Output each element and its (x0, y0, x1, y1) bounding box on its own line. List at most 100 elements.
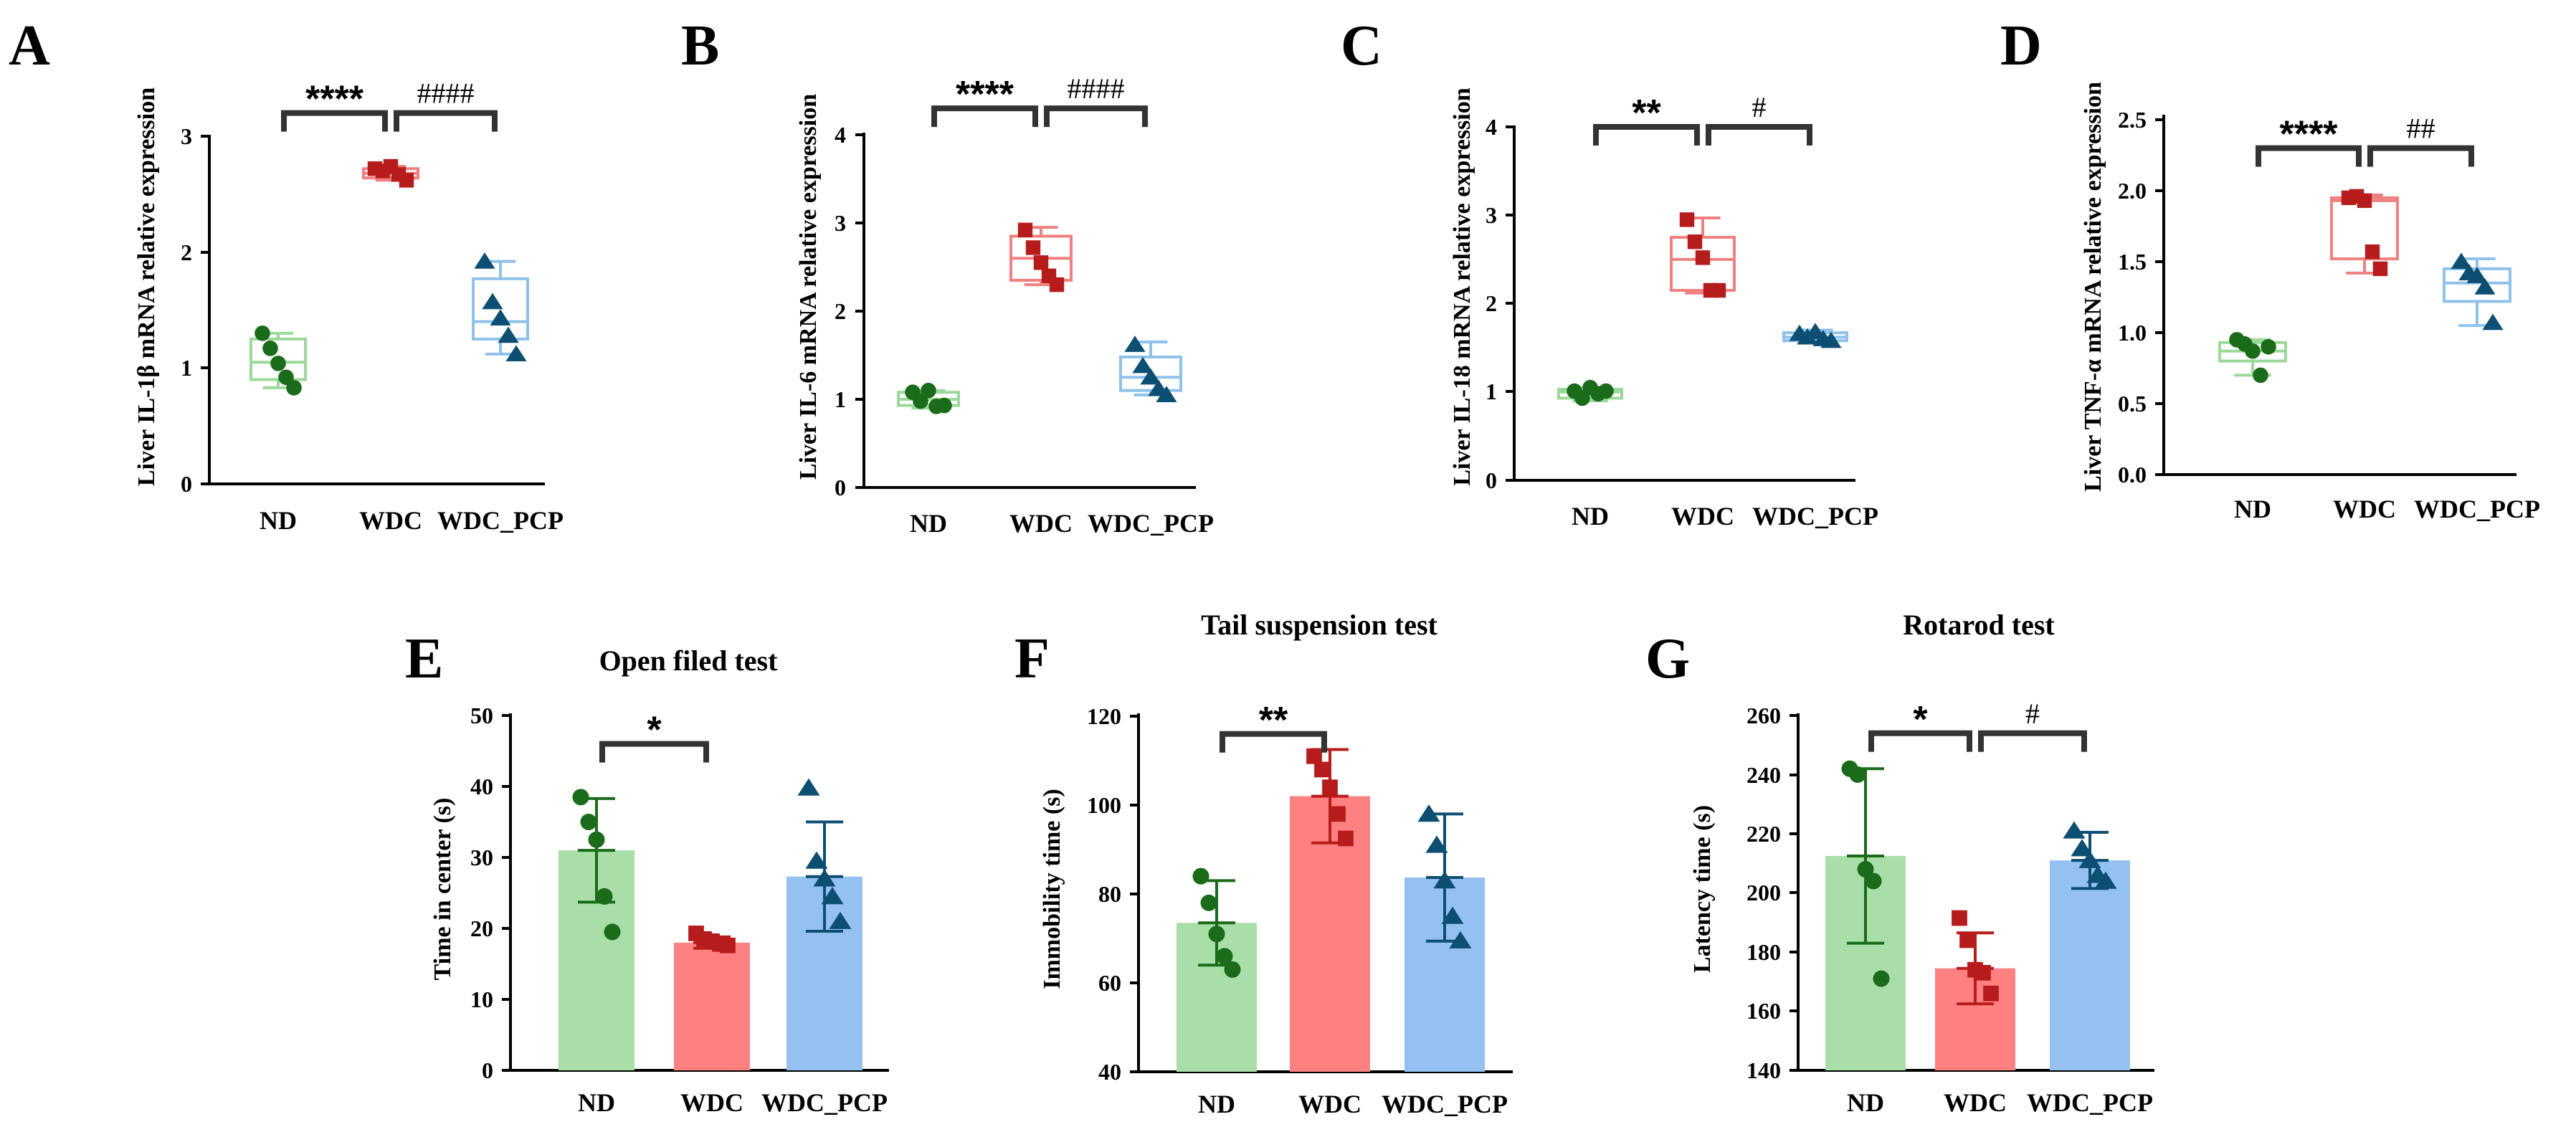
panel-e-yticks: 0 10 20 30 40 50 (470, 703, 510, 1083)
panel-a-ytick-2: 2 (181, 239, 192, 265)
panel-c-sig-label-1: # (1752, 91, 1767, 123)
panel-c-xtick-nd: ND (1572, 502, 1609, 531)
panel-c-point-wdc-4 (1711, 282, 1726, 298)
panel-b-ylabel: Liver IL-6 mRNA relative expression (795, 94, 822, 480)
panel-f-letter: F (1014, 627, 1050, 690)
panel-b-sig-bracket-1 (1044, 105, 1148, 128)
panel-c-ylabel: Liver IL-18 mRNA relative expression (1449, 87, 1475, 485)
panel-d-ytick-4: 2.0 (2118, 178, 2147, 204)
panel-f-point-wdc-pcp-4 (1449, 931, 1472, 948)
panel-b: B Liver IL-6 mRNA relative expression 0 … (681, 14, 1214, 538)
panel-d-xtick-wdc: WDC (2333, 495, 2396, 523)
panel-g-xtick-nd: ND (1847, 1088, 1884, 1117)
panel-d-box-wdc (2330, 196, 2399, 261)
panel-b-xtick-nd: ND (910, 509, 947, 538)
panel-g-ytick-3: 200 (1746, 880, 1781, 905)
panel-d-sig-bracket-1 (2367, 145, 2474, 167)
panel-a-xtick-wdc: WDC (359, 506, 422, 535)
panel-c-xtick-wdc-pcp: WDC_PCP (1752, 502, 1878, 531)
panel-e-sig-bracket-0 (599, 741, 709, 763)
panel-d-xtick-wdc-pcp: WDC_PCP (2414, 495, 2540, 523)
panel-d-point-wdc-pcp-2 (2466, 267, 2488, 283)
panel-b-sig-bracket-0 (931, 105, 1038, 128)
panel-f-ytick-0: 40 (1098, 1059, 1121, 1085)
panel-f-point-wdc-pcp-2 (1433, 871, 1456, 889)
panel-e-point-wdc-pcp-1 (805, 851, 828, 869)
panel-e-letter: E (405, 627, 443, 690)
panel-d-point-wdc-pcp-3 (2474, 278, 2496, 295)
panel-a-point-nd-1 (262, 341, 278, 356)
panel-a-ytick-3: 3 (181, 123, 192, 149)
panel-c-point-wdc-2 (1695, 250, 1711, 265)
panel-a-point-wdc-pcp-0 (474, 252, 495, 269)
panel-e-point-wdc-pcp-2 (813, 869, 836, 887)
panel-e-point-wdc-pcp-3 (821, 887, 844, 905)
panel-g-ylabel: Latency time (s) (1689, 805, 1716, 973)
panel-c-ytick-3: 3 (1486, 202, 1497, 228)
panel-g-xtick-wdc-pcp: WDC_PCP (2027, 1088, 2153, 1117)
panel-d-ytick-2: 1.0 (2118, 320, 2147, 346)
panel-g-point-nd-3 (1865, 872, 1882, 890)
panel-e-ytick-5: 50 (470, 703, 493, 728)
panel-a-point-nd-4 (286, 380, 302, 396)
panel-d-ytick-3: 1.5 (2118, 249, 2147, 275)
panel-b-yticks: 0 1 2 3 4 (835, 122, 864, 500)
panel-d-point-nd-4 (2261, 339, 2276, 355)
panel-b-ytick-2: 2 (835, 298, 846, 324)
panel-a-xtick-nd: ND (260, 506, 297, 535)
panel-g-point-nd-2 (1857, 860, 1874, 878)
panel-g-xtick-wdc: WDC (1944, 1088, 2007, 1117)
panel-b-point-wdc-pcp-2 (1140, 368, 1161, 385)
panel-f-point-wdc-2 (1322, 779, 1338, 796)
panel-g-point-wdc-4 (1983, 985, 1999, 1002)
panel-g-point-wdc-pcp-0 (2063, 821, 2086, 839)
panel-d-point-wdc-pcp-4 (2482, 313, 2504, 330)
panel-c-ytick-1: 1 (1486, 379, 1497, 404)
panel-g-yticks: 140 160 180 200 220 240 260 (1746, 703, 1798, 1083)
panel-a: A Liver IL-1β mRNA relative expression 0… (9, 14, 564, 535)
panel-e-ytick-0: 0 (482, 1057, 493, 1083)
panel-c-yticks: 0 1 2 3 4 (1486, 114, 1514, 493)
panel-b-point-wdc-4 (1049, 277, 1065, 292)
panel-b-marks: **** #### (897, 72, 1182, 414)
panel-c-point-nd-4 (1598, 383, 1614, 399)
panel-g-point-wdc-pcp-2 (2078, 850, 2101, 868)
panel-e-xtick-nd: ND (578, 1088, 615, 1117)
panel-d-point-nd-3 (2253, 367, 2268, 384)
panel-e-point-wdc-pcp-0 (797, 778, 820, 796)
panel-b-point-nd-4 (936, 397, 952, 414)
panel-g-title: Rotarod test (1903, 609, 2055, 641)
panel-e-sig-label-0: * (647, 710, 662, 751)
panel-g: G Rotarod test Latency time (s) 140 160 … (1645, 609, 2154, 1117)
panel-b-point-nd-2 (921, 382, 936, 399)
panel-e-title: Open filed test (599, 645, 779, 677)
panel-c-marks: ** # (1557, 91, 1848, 406)
panel-a-sig-bracket-1 (394, 110, 498, 132)
panel-f-sig-bracket-0 (1220, 731, 1327, 753)
panel-a-sig-label-0: **** (305, 79, 364, 120)
panel-b-point-nd-1 (913, 393, 928, 409)
panel-d-point-wdc-pcp-0 (2451, 252, 2472, 270)
panel-d-xtick-nd: ND (2234, 495, 2271, 523)
panel-c-sig-bracket-1 (1706, 124, 1812, 146)
panel-f-ytick-2: 80 (1098, 881, 1121, 907)
panel-c-point-wdc-0 (1679, 212, 1695, 227)
panel-e-point-nd-2 (588, 831, 605, 848)
panel-g-point-nd-4 (1873, 970, 1890, 987)
panel-e-bar-wdc (674, 942, 750, 1070)
panel-g-point-wdc-3 (1975, 964, 1991, 981)
panel-e-point-wdc-4 (720, 937, 736, 953)
panel-g-ytick-4: 220 (1746, 821, 1781, 847)
panel-d-sig-label-0: **** (2280, 114, 2339, 156)
panel-d-ytick-0: 0.0 (2118, 462, 2147, 487)
panel-b-xtick-wdc: WDC (1009, 509, 1073, 538)
panel-d-sig-bracket-0 (2256, 145, 2362, 167)
panel-a-marks: **** #### (249, 77, 529, 396)
panel-f-point-nd-2 (1208, 926, 1225, 943)
panel-g-ytick-1: 160 (1746, 998, 1781, 1024)
panel-a-point-nd-0 (255, 325, 270, 341)
panel-f-ytick-4: 120 (1087, 703, 1121, 729)
panel-e-point-nd-1 (580, 813, 597, 831)
panel-b-sig-label-0: **** (956, 74, 1014, 115)
panel-e-ytick-1: 10 (470, 986, 493, 1012)
